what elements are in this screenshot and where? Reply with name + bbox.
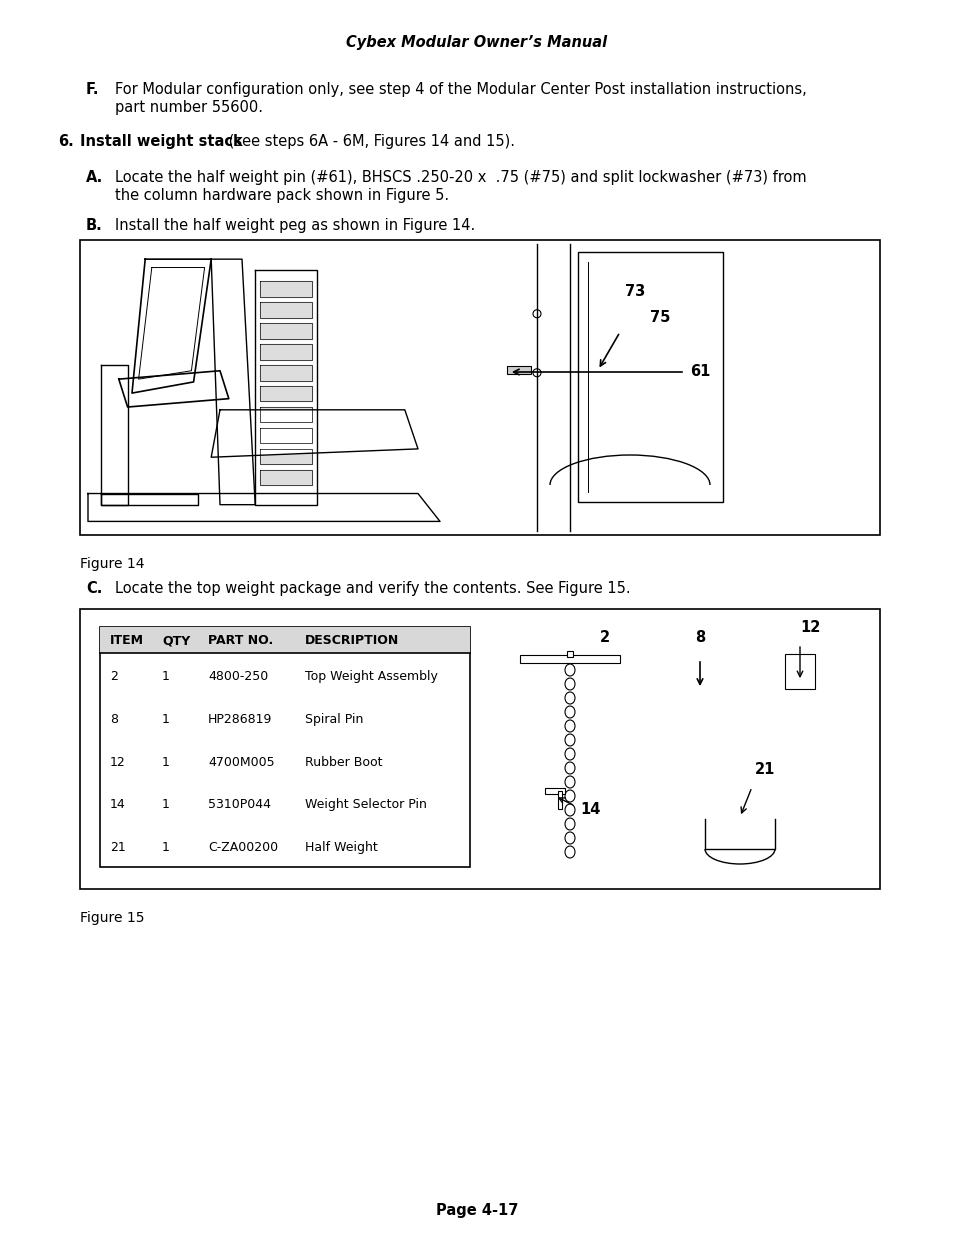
Bar — [566, 651, 573, 657]
Text: 75: 75 — [649, 310, 670, 326]
Text: HP286819: HP286819 — [208, 713, 273, 726]
Text: 1: 1 — [162, 841, 170, 855]
Ellipse shape — [564, 748, 575, 760]
Bar — [519, 655, 619, 663]
Bar — [784, 655, 814, 689]
Polygon shape — [255, 270, 316, 505]
Text: ITEM: ITEM — [110, 635, 144, 647]
Text: 2: 2 — [599, 630, 610, 645]
Text: Half Weight: Half Weight — [305, 841, 377, 855]
Bar — [506, 366, 531, 374]
Text: 4800-250: 4800-250 — [208, 671, 268, 683]
Ellipse shape — [564, 692, 575, 704]
Polygon shape — [259, 429, 312, 443]
Polygon shape — [259, 448, 312, 464]
Ellipse shape — [564, 664, 575, 676]
Polygon shape — [259, 469, 312, 485]
Text: Page 4-17: Page 4-17 — [436, 1203, 517, 1218]
Ellipse shape — [564, 762, 575, 774]
Ellipse shape — [564, 846, 575, 858]
Text: A.: A. — [86, 170, 103, 185]
Text: 5310P044: 5310P044 — [208, 799, 271, 811]
Text: B.: B. — [86, 219, 103, 233]
Ellipse shape — [564, 706, 575, 718]
Text: Weight Selector Pin: Weight Selector Pin — [305, 799, 426, 811]
Text: Locate the half weight pin (#61), BHSCS .250-20 x  .75 (#75) and split lockwashe: Locate the half weight pin (#61), BHSCS … — [115, 170, 806, 185]
Bar — [578, 252, 722, 501]
Polygon shape — [259, 303, 312, 317]
Polygon shape — [101, 366, 128, 505]
Text: C.: C. — [86, 580, 102, 597]
Polygon shape — [132, 259, 211, 393]
Polygon shape — [259, 408, 312, 422]
Ellipse shape — [564, 818, 575, 830]
Polygon shape — [119, 370, 229, 408]
Text: Locate the top weight package and verify the contents. See Figure 15.: Locate the top weight package and verify… — [115, 580, 630, 597]
Text: 12: 12 — [800, 620, 820, 635]
Text: Figure 15: Figure 15 — [80, 911, 144, 925]
Text: Install weight stack: Install weight stack — [80, 135, 242, 149]
Text: the column hardware pack shown in Figure 5.: the column hardware pack shown in Figure… — [115, 188, 449, 203]
Text: 2: 2 — [110, 671, 118, 683]
Text: 61: 61 — [689, 364, 710, 379]
Text: 21: 21 — [110, 841, 126, 855]
Polygon shape — [259, 366, 312, 380]
Text: 8: 8 — [110, 713, 118, 726]
Ellipse shape — [564, 720, 575, 732]
Polygon shape — [211, 410, 417, 457]
Polygon shape — [259, 345, 312, 359]
Text: 8: 8 — [695, 630, 704, 645]
Polygon shape — [101, 494, 198, 505]
Text: Rubber Boot: Rubber Boot — [305, 756, 382, 768]
Ellipse shape — [564, 734, 575, 746]
Bar — [80, 609, 879, 889]
Text: part number 55600.: part number 55600. — [115, 100, 263, 115]
Text: C-ZA00200: C-ZA00200 — [208, 841, 278, 855]
Text: 6.: 6. — [58, 135, 73, 149]
Text: DESCRIPTION: DESCRIPTION — [305, 635, 399, 647]
Text: 1: 1 — [162, 799, 170, 811]
Text: 1: 1 — [162, 671, 170, 683]
Ellipse shape — [564, 678, 575, 690]
Text: Figure 14: Figure 14 — [80, 557, 144, 571]
Polygon shape — [88, 494, 439, 521]
Text: F.: F. — [86, 82, 99, 98]
Polygon shape — [259, 387, 312, 401]
Polygon shape — [259, 282, 312, 296]
Text: For Modular configuration only, see step 4 of the Modular Center Post installati: For Modular configuration only, see step… — [115, 82, 806, 98]
Text: 4700M005: 4700M005 — [208, 756, 274, 768]
Text: 1: 1 — [162, 756, 170, 768]
Text: QTY: QTY — [162, 635, 190, 647]
Text: 21: 21 — [754, 762, 775, 777]
Ellipse shape — [564, 804, 575, 816]
Text: PART NO.: PART NO. — [208, 635, 273, 647]
Polygon shape — [259, 324, 312, 338]
Text: 73: 73 — [624, 284, 644, 300]
Bar — [80, 240, 879, 535]
Text: (see steps 6A - 6M, Figures 14 and 15).: (see steps 6A - 6M, Figures 14 and 15). — [224, 135, 515, 149]
Ellipse shape — [564, 790, 575, 802]
Ellipse shape — [564, 832, 575, 844]
Bar — [100, 627, 470, 653]
Ellipse shape — [564, 776, 575, 788]
Bar — [558, 790, 561, 809]
Text: Install the half weight peg as shown in Figure 14.: Install the half weight peg as shown in … — [115, 219, 475, 233]
Text: Cybex Modular Owner’s Manual: Cybex Modular Owner’s Manual — [346, 35, 607, 49]
Text: 14: 14 — [110, 799, 126, 811]
Text: Top Weight Assembly: Top Weight Assembly — [305, 671, 437, 683]
Text: 12: 12 — [110, 756, 126, 768]
Bar — [100, 627, 470, 867]
Text: 14: 14 — [579, 802, 599, 816]
Text: Spiral Pin: Spiral Pin — [305, 713, 363, 726]
Text: 1: 1 — [162, 713, 170, 726]
Bar — [544, 788, 564, 794]
Polygon shape — [211, 259, 255, 505]
